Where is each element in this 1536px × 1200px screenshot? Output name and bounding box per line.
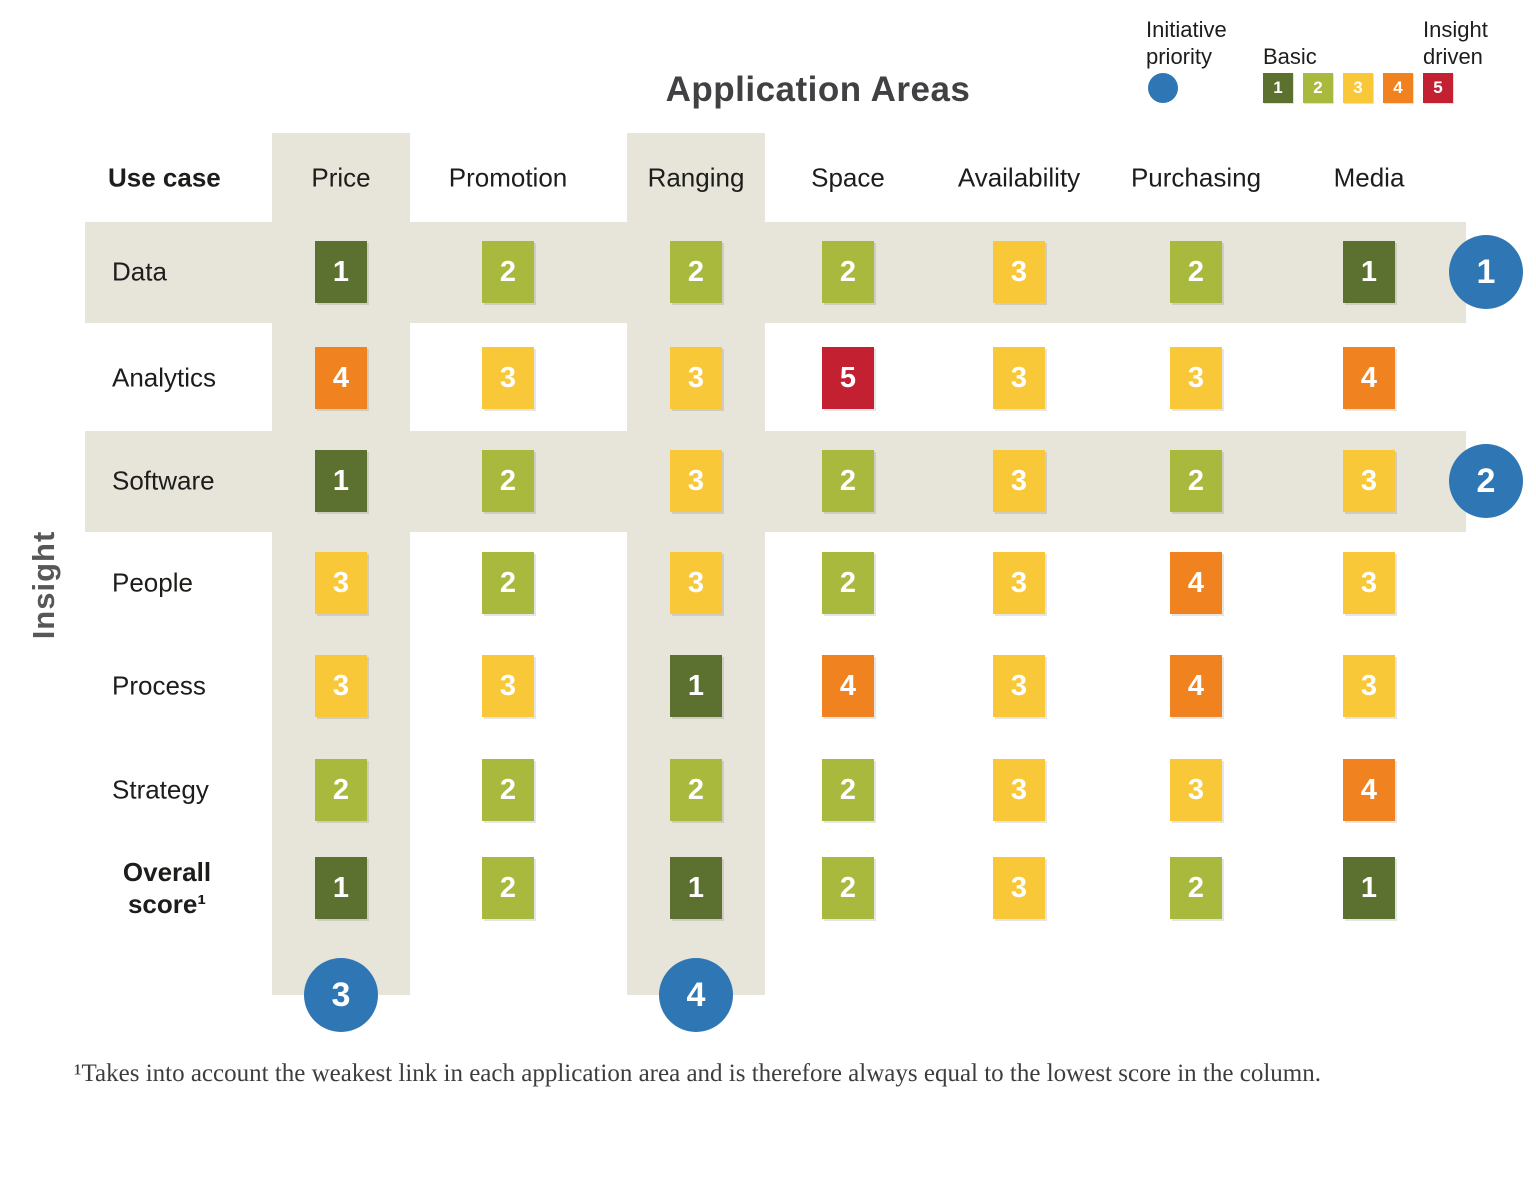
row-label-data: Data [112, 256, 167, 287]
score-cell-people-ranging: 3 [670, 552, 722, 614]
score-cell-process-promotion: 3 [482, 655, 534, 717]
score-cell-software-ranging: 3 [670, 450, 722, 512]
score-cell-software-promotion: 2 [482, 450, 534, 512]
score-cell-people-promotion: 2 [482, 552, 534, 614]
score-cell-people-price: 3 [315, 552, 367, 614]
score-cell-process-space: 4 [822, 655, 874, 717]
score-cell-analytics-media: 4 [1343, 347, 1395, 409]
column-header-purchasing: Purchasing [1130, 162, 1262, 193]
row-highlight-software [85, 430, 1466, 532]
score-cell-people-space: 2 [822, 552, 874, 614]
score-cell-data-promotion: 2 [482, 241, 534, 303]
row-label-overall-score: Overall score¹ [122, 857, 212, 919]
legend-scale-swatch-3: 3 [1343, 73, 1373, 103]
score-cell-overall-score-space: 2 [822, 857, 874, 919]
score-cell-overall-score-ranging: 1 [670, 857, 722, 919]
score-cell-strategy-media: 4 [1343, 759, 1395, 821]
legend-scale-swatch-4: 4 [1383, 73, 1413, 103]
score-cell-software-purchasing: 2 [1170, 450, 1222, 512]
legend-scale-swatch-2: 2 [1303, 73, 1333, 103]
score-cell-process-media: 3 [1343, 655, 1395, 717]
score-cell-strategy-promotion: 2 [482, 759, 534, 821]
chart-title: Application Areas [665, 70, 971, 109]
score-cell-process-purchasing: 4 [1170, 655, 1222, 717]
score-cell-process-price: 3 [315, 655, 367, 717]
row-highlight-data [85, 221, 1466, 323]
score-cell-overall-score-availability: 3 [993, 857, 1045, 919]
priority-callout-2: 2 [1449, 444, 1523, 518]
score-cell-data-purchasing: 2 [1170, 241, 1222, 303]
score-cell-strategy-purchasing: 3 [1170, 759, 1222, 821]
score-cell-overall-score-purchasing: 2 [1170, 857, 1222, 919]
score-cell-analytics-ranging: 3 [670, 347, 722, 409]
column-header-availability: Availability [957, 162, 1081, 193]
score-cell-data-ranging: 2 [670, 241, 722, 303]
row-label-strategy: Strategy [112, 774, 209, 805]
score-cell-software-media: 3 [1343, 450, 1395, 512]
score-cell-data-media: 1 [1343, 241, 1395, 303]
row-label-software: Software [112, 465, 215, 496]
score-cell-strategy-price: 2 [315, 759, 367, 821]
priority-callout-1: 1 [1449, 235, 1523, 309]
legend-basic-label: Basic [1263, 44, 1317, 69]
score-cell-analytics-availability: 3 [993, 347, 1045, 409]
score-cell-strategy-ranging: 2 [670, 759, 722, 821]
legend-initiative-priority-label: Initiative priority [1146, 17, 1227, 69]
footnote: ¹Takes into account the weakest link in … [74, 1060, 1321, 1087]
priority-callout-3: 3 [304, 958, 378, 1032]
score-cell-strategy-availability: 3 [993, 759, 1045, 821]
score-cell-strategy-space: 2 [822, 759, 874, 821]
row-label-people: People [112, 567, 193, 598]
score-cell-process-ranging: 1 [670, 655, 722, 717]
score-cell-people-purchasing: 4 [1170, 552, 1222, 614]
column-header-ranging: Ranging [647, 162, 745, 193]
column-header-promotion: Promotion [448, 162, 568, 193]
score-cell-software-price: 1 [315, 450, 367, 512]
score-cell-people-availability: 3 [993, 552, 1045, 614]
row-label-process: Process [112, 670, 206, 701]
score-cell-analytics-price: 4 [315, 347, 367, 409]
score-cell-people-media: 3 [1343, 552, 1395, 614]
legend-insight-driven-label: Insight driven [1423, 17, 1488, 69]
score-cell-software-space: 2 [822, 450, 874, 512]
column-header-media: Media [1333, 162, 1405, 193]
score-cell-analytics-purchasing: 3 [1170, 347, 1222, 409]
score-cell-data-price: 1 [315, 241, 367, 303]
score-cell-data-space: 2 [822, 241, 874, 303]
score-cell-overall-score-promotion: 2 [482, 857, 534, 919]
use-case-column-header: Use case [108, 162, 221, 193]
score-cell-process-availability: 3 [993, 655, 1045, 717]
legend-scale-swatch-1: 1 [1263, 73, 1293, 103]
score-cell-analytics-space: 5 [822, 347, 874, 409]
insight-axis-label: Insight [26, 530, 61, 640]
initiative-priority-marker-icon [1148, 73, 1178, 103]
legend-scale-swatch-5: 5 [1423, 73, 1453, 103]
column-header-space: Space [811, 162, 885, 193]
score-cell-overall-score-media: 1 [1343, 857, 1395, 919]
score-cell-overall-score-price: 1 [315, 857, 367, 919]
score-cell-analytics-promotion: 3 [482, 347, 534, 409]
row-label-analytics: Analytics [112, 362, 217, 393]
score-cell-software-availability: 3 [993, 450, 1045, 512]
score-cell-data-availability: 3 [993, 241, 1045, 303]
priority-callout-4: 4 [659, 958, 733, 1032]
column-header-price: Price [311, 162, 371, 193]
